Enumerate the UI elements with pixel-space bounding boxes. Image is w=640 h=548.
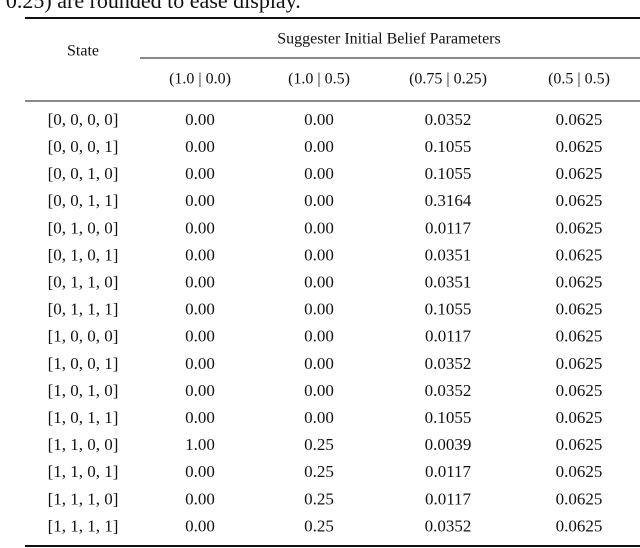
value-cell: 0.0117 <box>425 489 472 508</box>
state-cell: [1, 0, 1, 0] <box>48 381 119 400</box>
value-cell: 0.1055 <box>425 300 472 319</box>
value-cell: 1.00 <box>185 435 215 454</box>
state-cell: [0, 1, 1, 1] <box>48 300 119 319</box>
value-cell: 0.00 <box>185 354 215 373</box>
state-cell: [1, 1, 0, 0] <box>48 435 119 454</box>
column-header: (1.0 | 0.5) <box>288 71 350 88</box>
state-cell: [0, 1, 0, 0] <box>48 218 119 237</box>
value-cell: 0.0625 <box>556 273 603 292</box>
value-cell: 0.0117 <box>425 218 472 237</box>
value-cell: 0.00 <box>304 300 334 319</box>
state-cell: [0, 0, 1, 0] <box>48 164 119 183</box>
group-header: Suggester Initial Belief Parameters <box>277 31 500 48</box>
value-cell: 0.00 <box>185 110 215 129</box>
caption: | 0.25) are rounded to ease display. <box>0 0 301 13</box>
value-cell: 0.0117 <box>425 462 472 481</box>
value-cell: 0.1055 <box>425 164 472 183</box>
state-cell: [1, 0, 0, 1] <box>48 354 119 373</box>
value-cell: 0.00 <box>304 110 334 129</box>
value-cell: 0.0625 <box>556 327 603 346</box>
value-cell: 0.0625 <box>556 191 603 210</box>
value-cell: 0.00 <box>185 300 215 319</box>
value-cell: 0.25 <box>304 489 334 508</box>
value-cell: 0.0625 <box>556 110 603 129</box>
value-cell: 0.00 <box>304 327 334 346</box>
value-cell: 0.0625 <box>556 218 603 237</box>
value-cell: 0.00 <box>304 273 334 292</box>
column-header: (1.0 | 0.0) <box>169 71 231 88</box>
value-cell: 0.0352 <box>425 381 472 400</box>
value-cell: 0.00 <box>185 191 215 210</box>
value-cell: 0.0625 <box>556 408 603 427</box>
value-cell: 0.0352 <box>425 354 472 373</box>
value-cell: 0.3164 <box>425 191 472 210</box>
value-cell: 0.00 <box>185 516 215 535</box>
value-cell: 0.0625 <box>556 462 603 481</box>
column-header: (0.75 | 0.25) <box>409 71 487 88</box>
value-cell: 0.0625 <box>556 435 603 454</box>
state-cell: [0, 0, 0, 1] <box>48 137 119 156</box>
value-cell: 0.0117 <box>425 327 472 346</box>
state-cell: [0, 1, 0, 1] <box>48 245 119 264</box>
value-cell: 0.00 <box>304 218 334 237</box>
state-header: State <box>67 43 99 60</box>
value-cell: 0.00 <box>304 354 334 373</box>
value-cell: 0.00 <box>304 381 334 400</box>
value-cell: 0.00 <box>185 137 215 156</box>
state-cell: [1, 1, 1, 0] <box>48 489 119 508</box>
value-cell: 0.0039 <box>425 435 472 454</box>
state-cell: [1, 0, 0, 0] <box>48 327 119 346</box>
state-cell: [0, 0, 0, 0] <box>48 110 119 129</box>
value-cell: 0.00 <box>304 408 334 427</box>
value-cell: 0.00 <box>304 164 334 183</box>
column-header: (0.5 | 0.5) <box>548 71 610 88</box>
value-cell: 0.0625 <box>556 516 603 535</box>
value-cell: 0.0351 <box>425 245 472 264</box>
value-cell: 0.0352 <box>425 110 472 129</box>
value-cell: 0.25 <box>304 516 334 535</box>
value-cell: 0.0625 <box>556 245 603 264</box>
state-cell: [0, 1, 1, 0] <box>48 273 119 292</box>
value-cell: 0.25 <box>304 435 334 454</box>
value-cell: 0.00 <box>185 164 215 183</box>
value-cell: 0.00 <box>304 191 334 210</box>
value-cell: 0.00 <box>185 381 215 400</box>
state-cell: [1, 1, 0, 1] <box>48 462 119 481</box>
value-cell: 0.00 <box>185 273 215 292</box>
value-cell: 0.0625 <box>556 164 603 183</box>
value-cell: 0.0625 <box>556 489 603 508</box>
value-cell: 0.0625 <box>556 300 603 319</box>
state-cell: [1, 0, 1, 1] <box>48 408 119 427</box>
value-cell: 0.00 <box>185 245 215 264</box>
state-cell: [1, 1, 1, 1] <box>48 516 119 535</box>
value-cell: 0.00 <box>185 327 215 346</box>
value-cell: 0.25 <box>304 462 334 481</box>
value-cell: 0.0625 <box>556 137 603 156</box>
value-cell: 0.00 <box>185 218 215 237</box>
value-cell: 0.1055 <box>425 408 472 427</box>
value-cell: 0.1055 <box>425 137 472 156</box>
value-cell: 0.00 <box>185 408 215 427</box>
value-cell: 0.0625 <box>556 381 603 400</box>
value-cell: 0.00 <box>185 462 215 481</box>
value-cell: 0.00 <box>304 245 334 264</box>
value-cell: 0.00 <box>304 137 334 156</box>
state-cell: [0, 0, 1, 1] <box>48 191 119 210</box>
value-cell: 0.00 <box>185 489 215 508</box>
value-cell: 0.0352 <box>425 516 472 535</box>
value-cell: 0.0625 <box>556 354 603 373</box>
value-cell: 0.0351 <box>425 273 472 292</box>
